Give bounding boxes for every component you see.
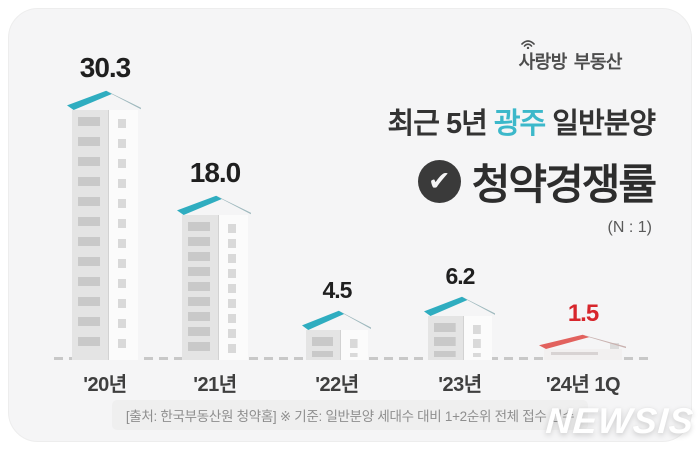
- building-facade-right: [340, 330, 368, 360]
- title-block: 최근 5년 광주 일반분양 ✔ 청약경쟁률 (N : 1): [387, 100, 657, 237]
- value-label-2023: 6.2: [445, 263, 476, 289]
- building-body: [306, 330, 368, 360]
- bar-2022: 4.5: [301, 277, 372, 360]
- building-illustration-2021: [177, 195, 252, 360]
- building-body: [72, 110, 138, 360]
- bar-2021: 18.0: [177, 157, 252, 360]
- roof-icon: [423, 296, 496, 316]
- newsis-watermark: NEWSIS: [544, 400, 696, 441]
- axis-label-2022: '22년: [315, 374, 359, 396]
- brand-logo-secondary-text: 부동산: [573, 52, 623, 72]
- axis-label-2021: '21년: [193, 374, 237, 396]
- brand-logo-primary-text: 사랑방: [518, 52, 568, 72]
- source-note: [출처: 한국부동산원 청약홈] ※ 기준: 일반분양 세대수 대비 1+2순위…: [111, 400, 589, 430]
- building-facade-left: [428, 316, 464, 360]
- building-facade-right: [463, 316, 492, 360]
- title-line1: 최근 5년 광주 일반분양: [387, 100, 656, 142]
- check-circle-icon: ✔: [417, 160, 461, 203]
- value-label-2020: 30.3: [79, 52, 131, 83]
- building-facade-right: [108, 110, 138, 360]
- title-suffix: 일반분양: [545, 108, 656, 140]
- red-roof-icon: [538, 334, 626, 349]
- title-prefix: 최근 5년: [387, 108, 494, 140]
- page-title: 청약경쟁률: [471, 161, 657, 208]
- axis-label-2023: '23년: [438, 374, 482, 396]
- building-illustration-2022: [301, 310, 372, 360]
- value-label-2022: 4.5: [322, 277, 353, 303]
- axis-label-2024q1: '24년 1Q: [545, 374, 621, 396]
- bar-2020: 30.3: [67, 52, 142, 360]
- axis-label-2020: '20년: [83, 374, 127, 396]
- title-highlight: 광주: [493, 108, 546, 140]
- building-facade-left: [182, 215, 219, 360]
- value-label-2024q1: 1.5: [567, 300, 599, 327]
- brand-logo: 사랑방 부동산: [518, 40, 623, 74]
- house-illustration-2024q1: [538, 334, 626, 360]
- footer: [출처: 한국부동산원 청약홈] ※ 기준: 일반분양 세대수 대비 1+2순위…: [0, 400, 700, 430]
- unit-note: (N : 1): [607, 219, 652, 236]
- building-body: [428, 316, 492, 360]
- building-facade-left: [306, 330, 341, 360]
- house-body: [544, 349, 622, 360]
- roof-icon: [177, 195, 252, 215]
- bar-2023: 6.2: [423, 263, 496, 360]
- brand-logo-primary: 사랑방: [518, 40, 568, 74]
- bar-2024q1: 1.5: [538, 300, 626, 360]
- building-facade-left: [72, 110, 109, 360]
- building-facade-right: [218, 215, 248, 360]
- building-illustration-2023: [423, 296, 496, 360]
- wifi-icon: [520, 40, 535, 49]
- building-body: [182, 215, 248, 360]
- value-label-2021: 18.0: [189, 157, 241, 188]
- garage-door: [551, 352, 598, 355]
- roof-icon: [67, 90, 142, 110]
- roof-icon: [301, 310, 372, 330]
- title-line2: ✔ 청약경쟁률: [388, 151, 657, 212]
- building-illustration-2020: [67, 90, 142, 360]
